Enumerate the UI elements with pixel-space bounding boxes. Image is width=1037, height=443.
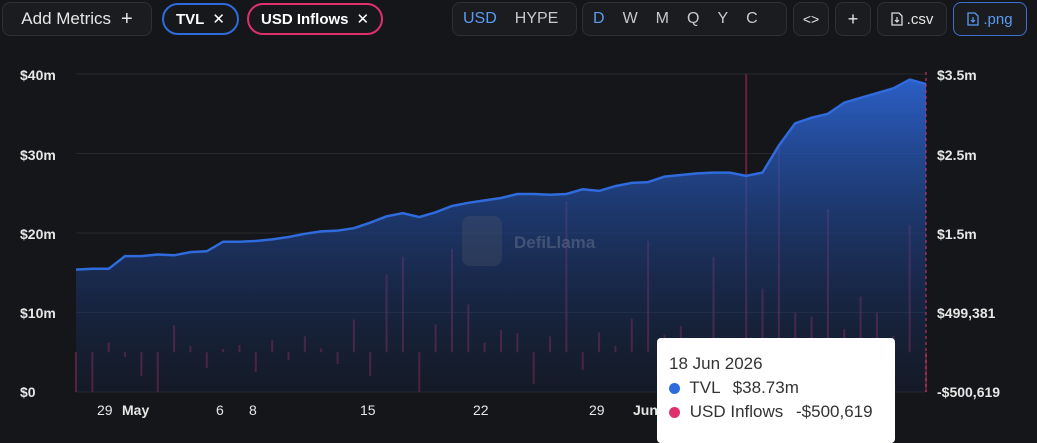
file-download-icon (891, 12, 903, 26)
period-option-c[interactable]: C (746, 10, 758, 27)
y-left-tick: $40m (20, 67, 56, 83)
y-right-tick: $1.5m (937, 226, 977, 242)
plus-icon: + (121, 7, 133, 30)
metric-pill-label: USD Inflows (261, 10, 349, 28)
file-download-icon (967, 12, 980, 26)
tooltip-row-inflows: USD Inflows -$500,619 (669, 400, 883, 424)
close-icon[interactable]: ✕ (212, 11, 225, 28)
currency-option-hype[interactable]: HYPE (514, 10, 559, 27)
y-right-tick: $2.5m (937, 147, 977, 163)
png-label: .png (983, 10, 1013, 28)
chart-tooltip: 18 Jun 2026 TVL $38.73m USD Inflows -$50… (657, 338, 895, 443)
tvl-area (76, 79, 926, 392)
watermark-text: DefiLlama (514, 233, 596, 252)
tooltip-inflows-label: USD Inflows (689, 402, 784, 421)
tooltip-inflows-value: -$500,619 (796, 402, 873, 421)
metric-pill-label: TVL (176, 10, 205, 28)
x-tick: 29 (97, 402, 113, 418)
tvl-dot-icon (669, 383, 680, 394)
tvl-line (75, 78, 927, 271)
period-option-m[interactable]: M (655, 10, 669, 27)
period-option-y[interactable]: Y (717, 10, 729, 27)
embed-button[interactable]: <> (793, 2, 829, 36)
csv-label: .csv (906, 10, 934, 28)
x-tick: May (122, 402, 149, 418)
add-chart-button[interactable]: + (835, 2, 871, 36)
x-tick: 6 (216, 402, 224, 418)
x-tick: 29 (589, 402, 605, 418)
tooltip-date: 18 Jun 2026 (669, 354, 763, 373)
period-toggle: D W M Q Y C (582, 2, 787, 36)
period-option-w[interactable]: W (622, 10, 638, 27)
metric-pill-tvl[interactable]: TVL ✕ (162, 3, 239, 35)
y-right-tick: $3.5m (937, 67, 977, 83)
download-csv-button[interactable]: .csv (877, 2, 947, 36)
y-right-tick: -$500,619 (937, 384, 1000, 400)
y-left-tick: $20m (20, 226, 56, 242)
tooltip-tvl-value: $38.73m (732, 378, 799, 397)
y-left-tick: $0 (20, 384, 36, 400)
watermark: DefiLlama (462, 216, 596, 266)
period-option-q[interactable]: Q (687, 10, 700, 27)
download-png-button[interactable]: .png (953, 2, 1027, 36)
close-icon[interactable]: ✕ (356, 11, 370, 28)
tooltip-row-tvl: TVL $38.73m (669, 376, 883, 400)
x-tick: 22 (473, 402, 489, 418)
x-tick: 8 (249, 402, 257, 418)
metric-pill-usd-inflows[interactable]: USD Inflows ✕ (247, 3, 384, 35)
y-left-tick: $10m (20, 305, 56, 321)
tooltip-tvl-label: TVL (689, 378, 720, 397)
embed-icon: <> (802, 11, 820, 27)
inflows-dot-icon (669, 407, 680, 418)
y-right-tick: $499,381 (937, 305, 996, 321)
currency-toggle: USD HYPE (452, 2, 577, 36)
y-left-tick: $30m (20, 147, 56, 163)
x-tick: Jun (633, 402, 658, 418)
period-option-d[interactable]: D (593, 10, 605, 27)
add-metrics-label: Add Metrics (21, 9, 112, 28)
plus-icon: + (847, 8, 859, 29)
add-metrics-button[interactable]: Add Metrics + (2, 2, 152, 36)
currency-option-usd[interactable]: USD (463, 10, 497, 27)
x-tick: 15 (360, 402, 376, 418)
